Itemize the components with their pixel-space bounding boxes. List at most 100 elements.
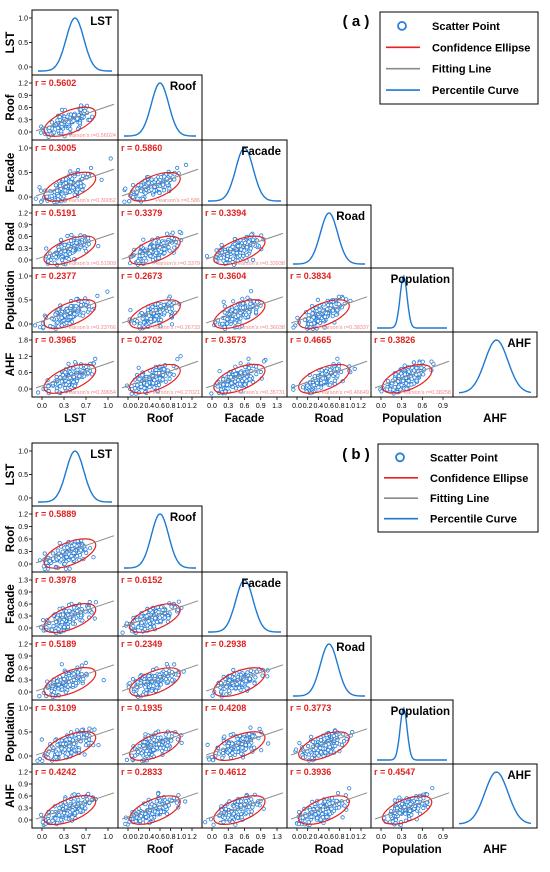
- scatter-point: [315, 318, 321, 324]
- scatter-point: [135, 383, 140, 388]
- scatter-point: [409, 382, 414, 387]
- scatter-point: [61, 194, 66, 199]
- y-axis-label: Population: [5, 270, 17, 329]
- y-tick-label: 0.0: [18, 690, 28, 697]
- scatter-point: [303, 813, 308, 819]
- y-axis-label: Facade: [5, 584, 17, 624]
- scatter-point: [230, 307, 235, 312]
- x-tick-label: 0.6: [155, 834, 165, 841]
- scatter-point: [149, 688, 154, 693]
- scatter-point: [221, 819, 226, 825]
- x-axis-label: LST: [64, 844, 86, 856]
- correlation-label: r = 0.2349: [121, 639, 162, 649]
- scatter-point: [124, 757, 130, 763]
- scatter-point: [78, 184, 84, 189]
- scatter-point: [137, 743, 142, 749]
- y-axis-label: Population: [5, 702, 17, 761]
- x-tick-label: 0.0: [292, 834, 302, 841]
- x-tick-label: 0.7: [81, 834, 91, 841]
- scatter-point: [46, 818, 52, 824]
- y-tick-label: 0.0: [18, 130, 28, 137]
- scatter-point: [44, 560, 49, 565]
- scatter-point: [421, 805, 426, 811]
- correlation-label: r = 0.5191: [35, 208, 76, 218]
- scatter-point: [172, 245, 177, 250]
- pearson-annotation: Pearson's r=0.36038: [234, 325, 285, 331]
- scatter-point: [246, 365, 252, 371]
- scatter-point: [159, 317, 164, 323]
- scatter-point: [149, 177, 154, 182]
- cell-r3-c1: [117, 204, 203, 269]
- scatter-point: [318, 745, 323, 751]
- scatter-point: [80, 187, 85, 193]
- scatter-point: [414, 365, 419, 371]
- pearson-annotation: Pearson's r=0.23766: [65, 325, 116, 331]
- cell-r2-c2: Facade: [201, 139, 288, 206]
- scatter-point: [183, 162, 189, 167]
- correlation-label: r = 0.3834: [290, 271, 331, 281]
- scatter-point: [139, 620, 144, 625]
- scatter-point: [308, 734, 314, 740]
- x-axis-label: Road: [315, 844, 344, 856]
- scatter-point: [71, 799, 76, 804]
- scatter-point: [87, 726, 92, 731]
- pearson-annotation: Pearson's r=0.38258: [400, 390, 451, 396]
- scatter-point: [327, 801, 332, 806]
- scatter-point: [75, 728, 80, 733]
- cell-r2-c1: [117, 139, 203, 206]
- scatter-point: [68, 169, 73, 174]
- scatter-point: [138, 818, 143, 824]
- scatter-point: [91, 555, 96, 560]
- scatter-point: [174, 800, 179, 805]
- scatter-point: [79, 663, 85, 668]
- scatter-point: [108, 156, 113, 161]
- scatter-point: [253, 675, 258, 680]
- scatter-point: [62, 624, 67, 630]
- scatter-point: [139, 751, 144, 756]
- scatter-point: [83, 660, 88, 666]
- scatter-point: [72, 113, 77, 118]
- scatter-point: [157, 190, 162, 195]
- scatter-point: [317, 307, 322, 312]
- scatter-point: [226, 813, 231, 818]
- scatter-point: [46, 384, 51, 389]
- cell-r0-c0: LST: [31, 9, 119, 76]
- pearson-annotation: Pearson's r=0.38337: [318, 325, 369, 331]
- scatter-point: [402, 363, 407, 368]
- scatter-point: [55, 125, 61, 131]
- scatter-point: [224, 692, 229, 697]
- scatter-point: [152, 317, 157, 322]
- scatter-point: [39, 625, 44, 630]
- x-tick-label: 0.9: [438, 403, 448, 410]
- scatter-point: [53, 816, 58, 821]
- scatter-point: [59, 244, 64, 249]
- scatter-point: [59, 379, 64, 384]
- fitting-line: [205, 232, 284, 260]
- scatter-point: [221, 299, 226, 304]
- scatter-point: [310, 739, 316, 744]
- x-axis-label: AHF: [483, 413, 507, 425]
- y-tick-label: 1.0: [18, 146, 28, 153]
- scatter-point: [88, 546, 93, 551]
- scatter-point: [146, 181, 151, 186]
- x-tick-label: 0.6: [240, 403, 250, 410]
- scatter-point: [326, 809, 331, 814]
- scatter-points: [39, 599, 99, 636]
- scatter-point: [238, 370, 243, 375]
- pearson-annotation: Pearson's r=0.30052: [65, 198, 116, 204]
- y-axis-label: Road: [5, 654, 17, 683]
- scatter-point: [74, 240, 79, 245]
- legend-label-scatter: Scatter Point: [432, 21, 500, 33]
- scatter-point: [136, 749, 141, 755]
- scatter-point: [420, 359, 425, 364]
- y-tick-label: 1.2: [18, 354, 28, 361]
- scatter-point: [154, 250, 159, 255]
- scatter-point: [167, 248, 172, 253]
- scatter-point: [244, 686, 249, 691]
- scatter-point: [153, 616, 158, 621]
- scatter-point: [416, 806, 421, 811]
- scatter-point: [101, 677, 106, 683]
- scatter-point: [72, 311, 77, 316]
- scatter-point: [81, 173, 86, 178]
- x-tick-label: 1.0: [103, 403, 113, 410]
